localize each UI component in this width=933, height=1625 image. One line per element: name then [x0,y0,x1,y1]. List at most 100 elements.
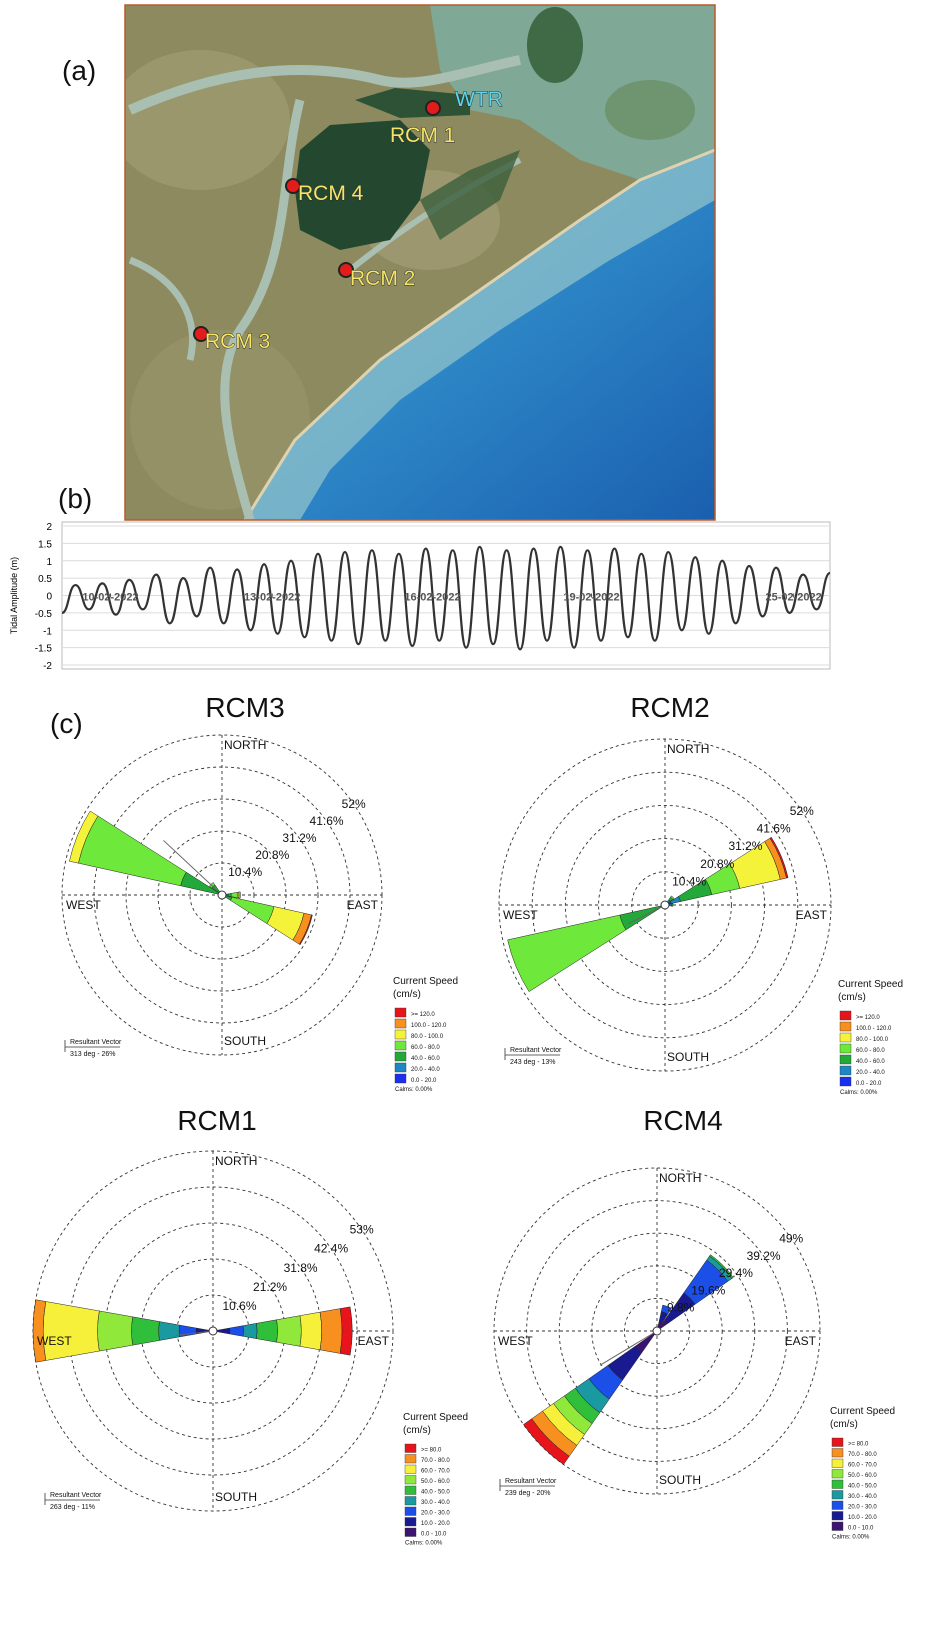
legend-label: 10.0 - 20.0 [848,1515,877,1521]
legend-swatch [840,1022,851,1031]
legend-swatch [405,1507,416,1516]
legend-label: 80.0 - 100.0 [856,1037,889,1043]
legend-unit: (cm/s) [838,992,866,1003]
legend-swatch [405,1486,416,1495]
legend-label: 0.0 - 10.0 [848,1526,874,1532]
legend-swatch [840,1066,851,1075]
site-label: RCM 1 [390,124,455,147]
site-label: RCM 2 [350,267,415,290]
y-tick-label: -2 [43,661,52,672]
legend-swatch [405,1497,416,1506]
petal-segment [231,892,237,897]
resultant-label: 263 deg - 11% [50,1504,95,1511]
legend-label: >= 80.0 [421,1448,442,1454]
legend-label: 50.0 - 60.0 [848,1473,877,1479]
legend-swatch [395,1041,406,1050]
direction-label: EAST [347,898,379,912]
legend-label: 0.0 - 10.0 [421,1532,447,1538]
legend-label: >= 80.0 [848,1442,869,1448]
x-tick-label: 16-02-2022 [404,592,460,604]
ring-label: 52% [790,804,814,818]
rose-center [653,1327,661,1335]
ring-label: 52% [342,797,366,811]
legend-swatch [405,1528,416,1537]
rose-title: RCM4 [643,1105,722,1136]
legend-swatch [840,1033,851,1042]
rose-title: RCM2 [630,692,709,723]
petal-segment [131,1317,159,1345]
direction-label: SOUTH [659,1473,701,1487]
calms-label: Calms: 0.00% [840,1090,878,1096]
legend-swatch [840,1055,851,1064]
legend-swatch [405,1465,416,1474]
ring-label: 10.6% [223,1299,257,1313]
legend-swatch [832,1512,843,1521]
legend-label: 100.0 - 120.0 [856,1026,892,1032]
panel-label: (a) [62,55,96,86]
legend-label: >= 120.0 [856,1015,880,1021]
ring-label: 39.2% [747,1249,781,1263]
legend-title: Current Speed [838,979,903,990]
y-tick-label: -1 [43,626,52,637]
site-label: RCM 4 [298,182,364,205]
petal-segment [78,816,186,886]
x-tick-label: 10-02-2022 [82,592,138,604]
direction-label: SOUTH [667,1050,709,1064]
legend-label: 60.0 - 70.0 [421,1469,450,1475]
ring-label: 20.8% [255,848,289,862]
legend-title: Current Speed [393,976,458,987]
petal-segment [231,897,274,923]
legend-swatch [832,1501,843,1510]
calms-label: Calms: 0.00% [832,1535,870,1541]
legend-label: 40.0 - 60.0 [411,1056,440,1062]
petal-segment [340,1307,352,1355]
satellite-map [110,5,715,520]
petal-segment [243,1323,257,1338]
ring-label: 41.6% [310,814,344,828]
y-tick-label: 1.5 [38,539,52,550]
direction-label: EAST [785,1334,817,1348]
y-tick-label: 0.5 [38,574,52,585]
panel-label: (c) [50,708,83,739]
y-tick-label: -0.5 [35,609,53,620]
ring-label: 9.8% [667,1301,695,1315]
direction-label: WEST [498,1334,533,1348]
petal-segment [220,1328,230,1334]
legend-swatch [395,1019,406,1028]
ring-label: 31.2% [282,831,316,845]
x-tick-label: 25-02-2022 [765,592,821,604]
legend-label: 20.0 - 40.0 [411,1067,440,1073]
legend-label: 40.0 - 50.0 [848,1484,877,1490]
petal-segment [230,1326,244,1337]
direction-label: WEST [66,898,101,912]
ring-label: 41.6% [757,822,791,836]
legend-swatch [405,1518,416,1527]
petal-segment [98,1311,133,1351]
legend-label: 20.0 - 30.0 [848,1505,877,1511]
resultant-title: Resultant Vector [70,1039,122,1046]
petal-segment [159,1322,180,1341]
direction-label: WEST [503,908,538,922]
legend-swatch [405,1476,416,1485]
ring-label: 53% [350,1223,374,1237]
legend-swatch [395,1052,406,1061]
legend-label: 40.0 - 60.0 [856,1059,885,1065]
legend-label: 70.0 - 80.0 [421,1458,450,1464]
legend-swatch [840,1011,851,1020]
resultant-label: 243 deg - 13% [510,1059,556,1066]
rose-center [218,891,226,899]
panel-label: (b) [58,483,92,514]
legend-label: 60.0 - 70.0 [848,1463,877,1469]
ring-label: 49% [779,1232,803,1246]
rose-center [661,901,669,909]
legend-label: 70.0 - 80.0 [848,1452,877,1458]
y-tick-label: 1 [46,557,52,568]
site-label: WTR [455,88,503,111]
resultant-label: 239 deg - 20% [505,1490,551,1497]
legend-swatch [395,1074,406,1083]
legend-label: 20.0 - 40.0 [856,1070,885,1076]
legend-swatch [840,1044,851,1053]
y-axis-label: Tidal Amplitude (m) [9,557,19,634]
ring-label: 21.2% [253,1280,287,1294]
y-tick-label: 0 [46,592,52,603]
